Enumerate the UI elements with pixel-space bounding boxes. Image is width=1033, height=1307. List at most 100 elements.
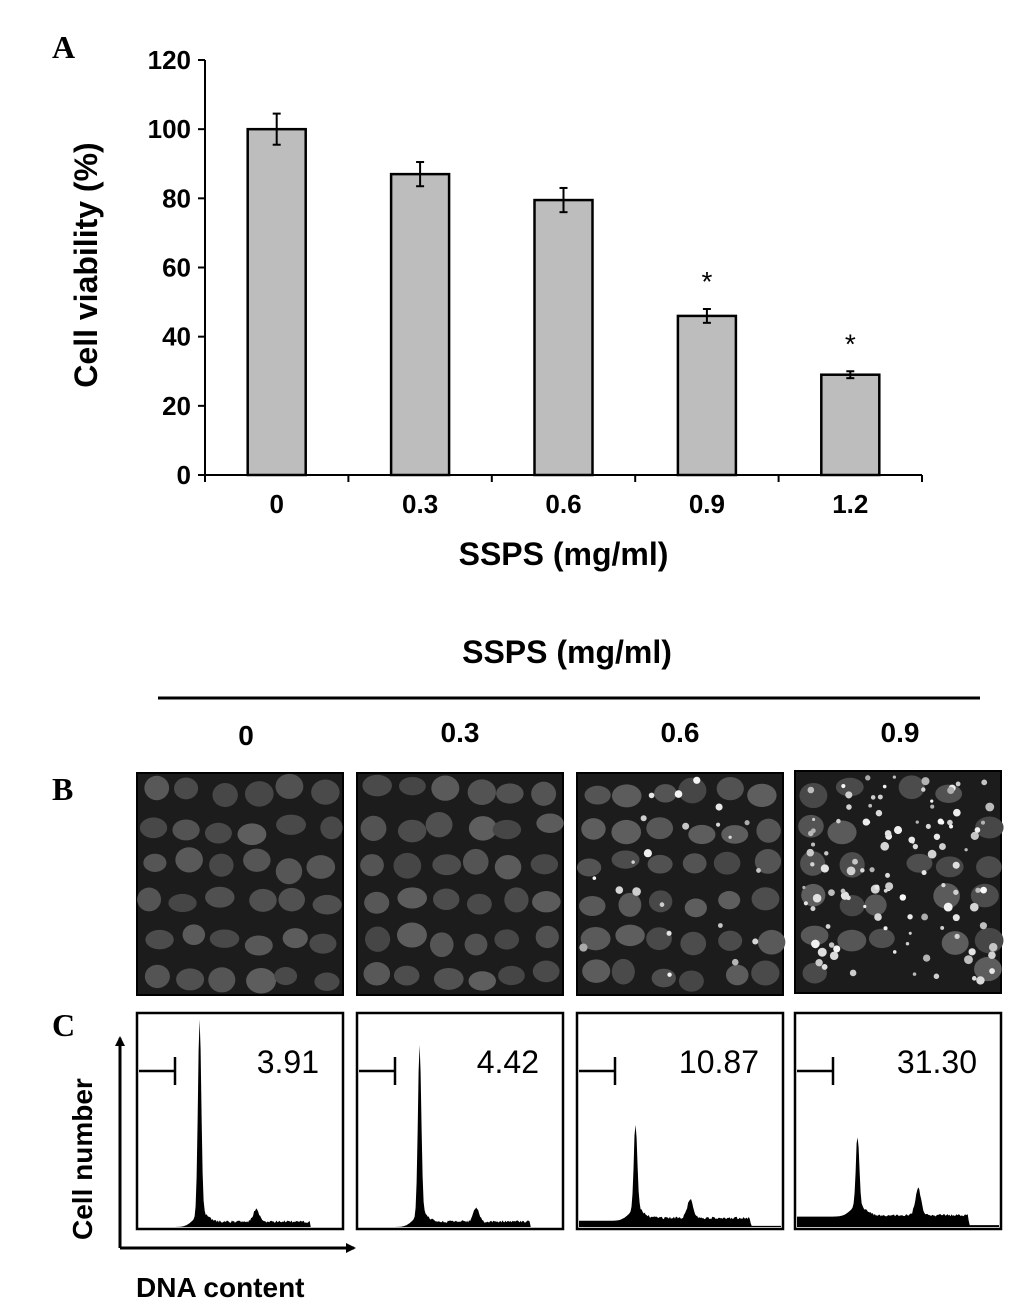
apoptotic-body bbox=[693, 776, 701, 784]
cell-nucleus bbox=[611, 850, 640, 869]
cell-nucleus bbox=[494, 929, 520, 950]
apoptotic-body bbox=[921, 787, 926, 792]
apoptotic-body bbox=[674, 790, 683, 798]
bar bbox=[246, 127, 307, 477]
cell-nucleus bbox=[144, 964, 170, 989]
apoptotic-body bbox=[884, 830, 892, 837]
apoptotic-body bbox=[930, 799, 934, 803]
cell-nucleus bbox=[798, 814, 824, 838]
apoptotic-body bbox=[947, 819, 953, 826]
cell-nucleus bbox=[802, 962, 827, 984]
cell-nucleus bbox=[688, 824, 716, 845]
x-axis-title: SSPS (mg/ml) bbox=[459, 536, 669, 572]
cell-nucleus bbox=[243, 848, 271, 872]
apoptotic-body bbox=[979, 922, 987, 930]
cell-nucleus bbox=[827, 820, 857, 845]
cell-nucleus bbox=[246, 968, 277, 994]
cell-nucleus bbox=[754, 849, 782, 874]
cell-nucleus bbox=[678, 970, 704, 992]
micrograph bbox=[794, 770, 1004, 994]
cell-nucleus bbox=[611, 819, 642, 845]
apoptotic-body bbox=[964, 848, 968, 852]
apoptotic-body bbox=[921, 870, 927, 876]
cell-nucleus bbox=[275, 858, 303, 885]
apoptotic-body bbox=[715, 803, 723, 811]
apoptotic-body bbox=[885, 872, 890, 878]
cell-nucleus bbox=[466, 893, 492, 915]
cell-nucleus bbox=[576, 858, 602, 877]
apoptotic-body bbox=[927, 849, 937, 859]
apoptotic-body bbox=[640, 815, 647, 822]
apoptotic-body bbox=[812, 893, 822, 903]
apoptotic-body bbox=[828, 942, 835, 948]
cell-nucleus bbox=[581, 818, 606, 840]
apoptotic-body bbox=[875, 809, 883, 817]
cell-nucleus bbox=[654, 784, 677, 803]
apoptotic-body bbox=[908, 931, 912, 935]
micrograph bbox=[136, 772, 344, 996]
cell-nucleus bbox=[204, 822, 232, 844]
apoptotic-body bbox=[953, 808, 961, 817]
sub-g1-value: 31.30 bbox=[897, 1044, 977, 1080]
cell-nucleus bbox=[274, 967, 298, 986]
apoptotic-body bbox=[666, 930, 672, 936]
histogram-trace bbox=[797, 1137, 999, 1227]
x-tick-label: 1.2 bbox=[832, 489, 868, 519]
apoptotic-body bbox=[825, 924, 831, 929]
cell-nucleus bbox=[244, 935, 273, 956]
apoptotic-body bbox=[943, 902, 953, 912]
cell-nucleus bbox=[646, 927, 672, 951]
cell-nucleus bbox=[618, 892, 642, 917]
apoptotic-body bbox=[841, 783, 846, 789]
cell-nucleus bbox=[898, 775, 925, 800]
apoptotic-body bbox=[933, 973, 940, 980]
apoptotic-body bbox=[808, 830, 814, 837]
apoptotic-body bbox=[852, 858, 858, 865]
cell-number-axis-title: Cell number bbox=[67, 1078, 98, 1240]
cell-nucleus bbox=[145, 929, 174, 950]
apoptotic-body bbox=[846, 895, 851, 901]
apoptotic-body bbox=[632, 887, 641, 896]
apoptotic-body bbox=[869, 867, 875, 873]
apoptotic-body bbox=[803, 901, 808, 906]
cell-nucleus bbox=[721, 825, 749, 844]
cell-nucleus bbox=[244, 781, 274, 807]
cell-nucleus bbox=[837, 929, 867, 952]
cell-nucleus bbox=[174, 777, 199, 800]
apoptotic-body bbox=[631, 860, 635, 864]
cell-nucleus bbox=[751, 887, 780, 911]
cell-nucleus bbox=[799, 782, 828, 809]
apoptotic-body bbox=[953, 889, 959, 895]
cell-nucleus bbox=[906, 853, 933, 873]
cell-nucleus bbox=[309, 933, 337, 954]
cell-nucleus bbox=[364, 891, 390, 914]
cell-nucleus bbox=[312, 894, 342, 915]
cell-nucleus bbox=[535, 925, 559, 949]
cell-nucleus bbox=[306, 855, 336, 879]
apoptotic-body bbox=[874, 884, 880, 890]
apoptotic-body bbox=[980, 886, 987, 894]
apoptotic-body bbox=[862, 818, 870, 826]
apoptotic-body bbox=[836, 818, 841, 824]
apoptotic-body bbox=[717, 923, 723, 928]
cell-nucleus bbox=[431, 775, 460, 801]
apoptotic-body bbox=[810, 862, 815, 867]
apoptotic-body bbox=[952, 861, 960, 869]
cell-nucleus bbox=[935, 856, 964, 878]
bar bbox=[820, 373, 881, 477]
cell-nucleus bbox=[716, 777, 744, 801]
cell-nucleus bbox=[365, 926, 391, 952]
apoptotic-body bbox=[941, 883, 946, 888]
apoptotic-body bbox=[682, 822, 690, 830]
cell-nucleus bbox=[212, 783, 238, 808]
cell-nucleus bbox=[648, 890, 673, 913]
apoptotic-body bbox=[975, 887, 981, 893]
dna-histogram: 4.42 bbox=[355, 1011, 565, 1231]
sub-g1-value: 4.42 bbox=[477, 1044, 539, 1080]
cell-nucleus bbox=[651, 968, 676, 988]
cell-nucleus bbox=[718, 890, 741, 910]
dna-histogram: 10.87 bbox=[575, 1011, 785, 1231]
apoptotic-body bbox=[988, 951, 996, 960]
apoptotic-body bbox=[899, 894, 907, 901]
cell-nucleus bbox=[397, 887, 427, 909]
